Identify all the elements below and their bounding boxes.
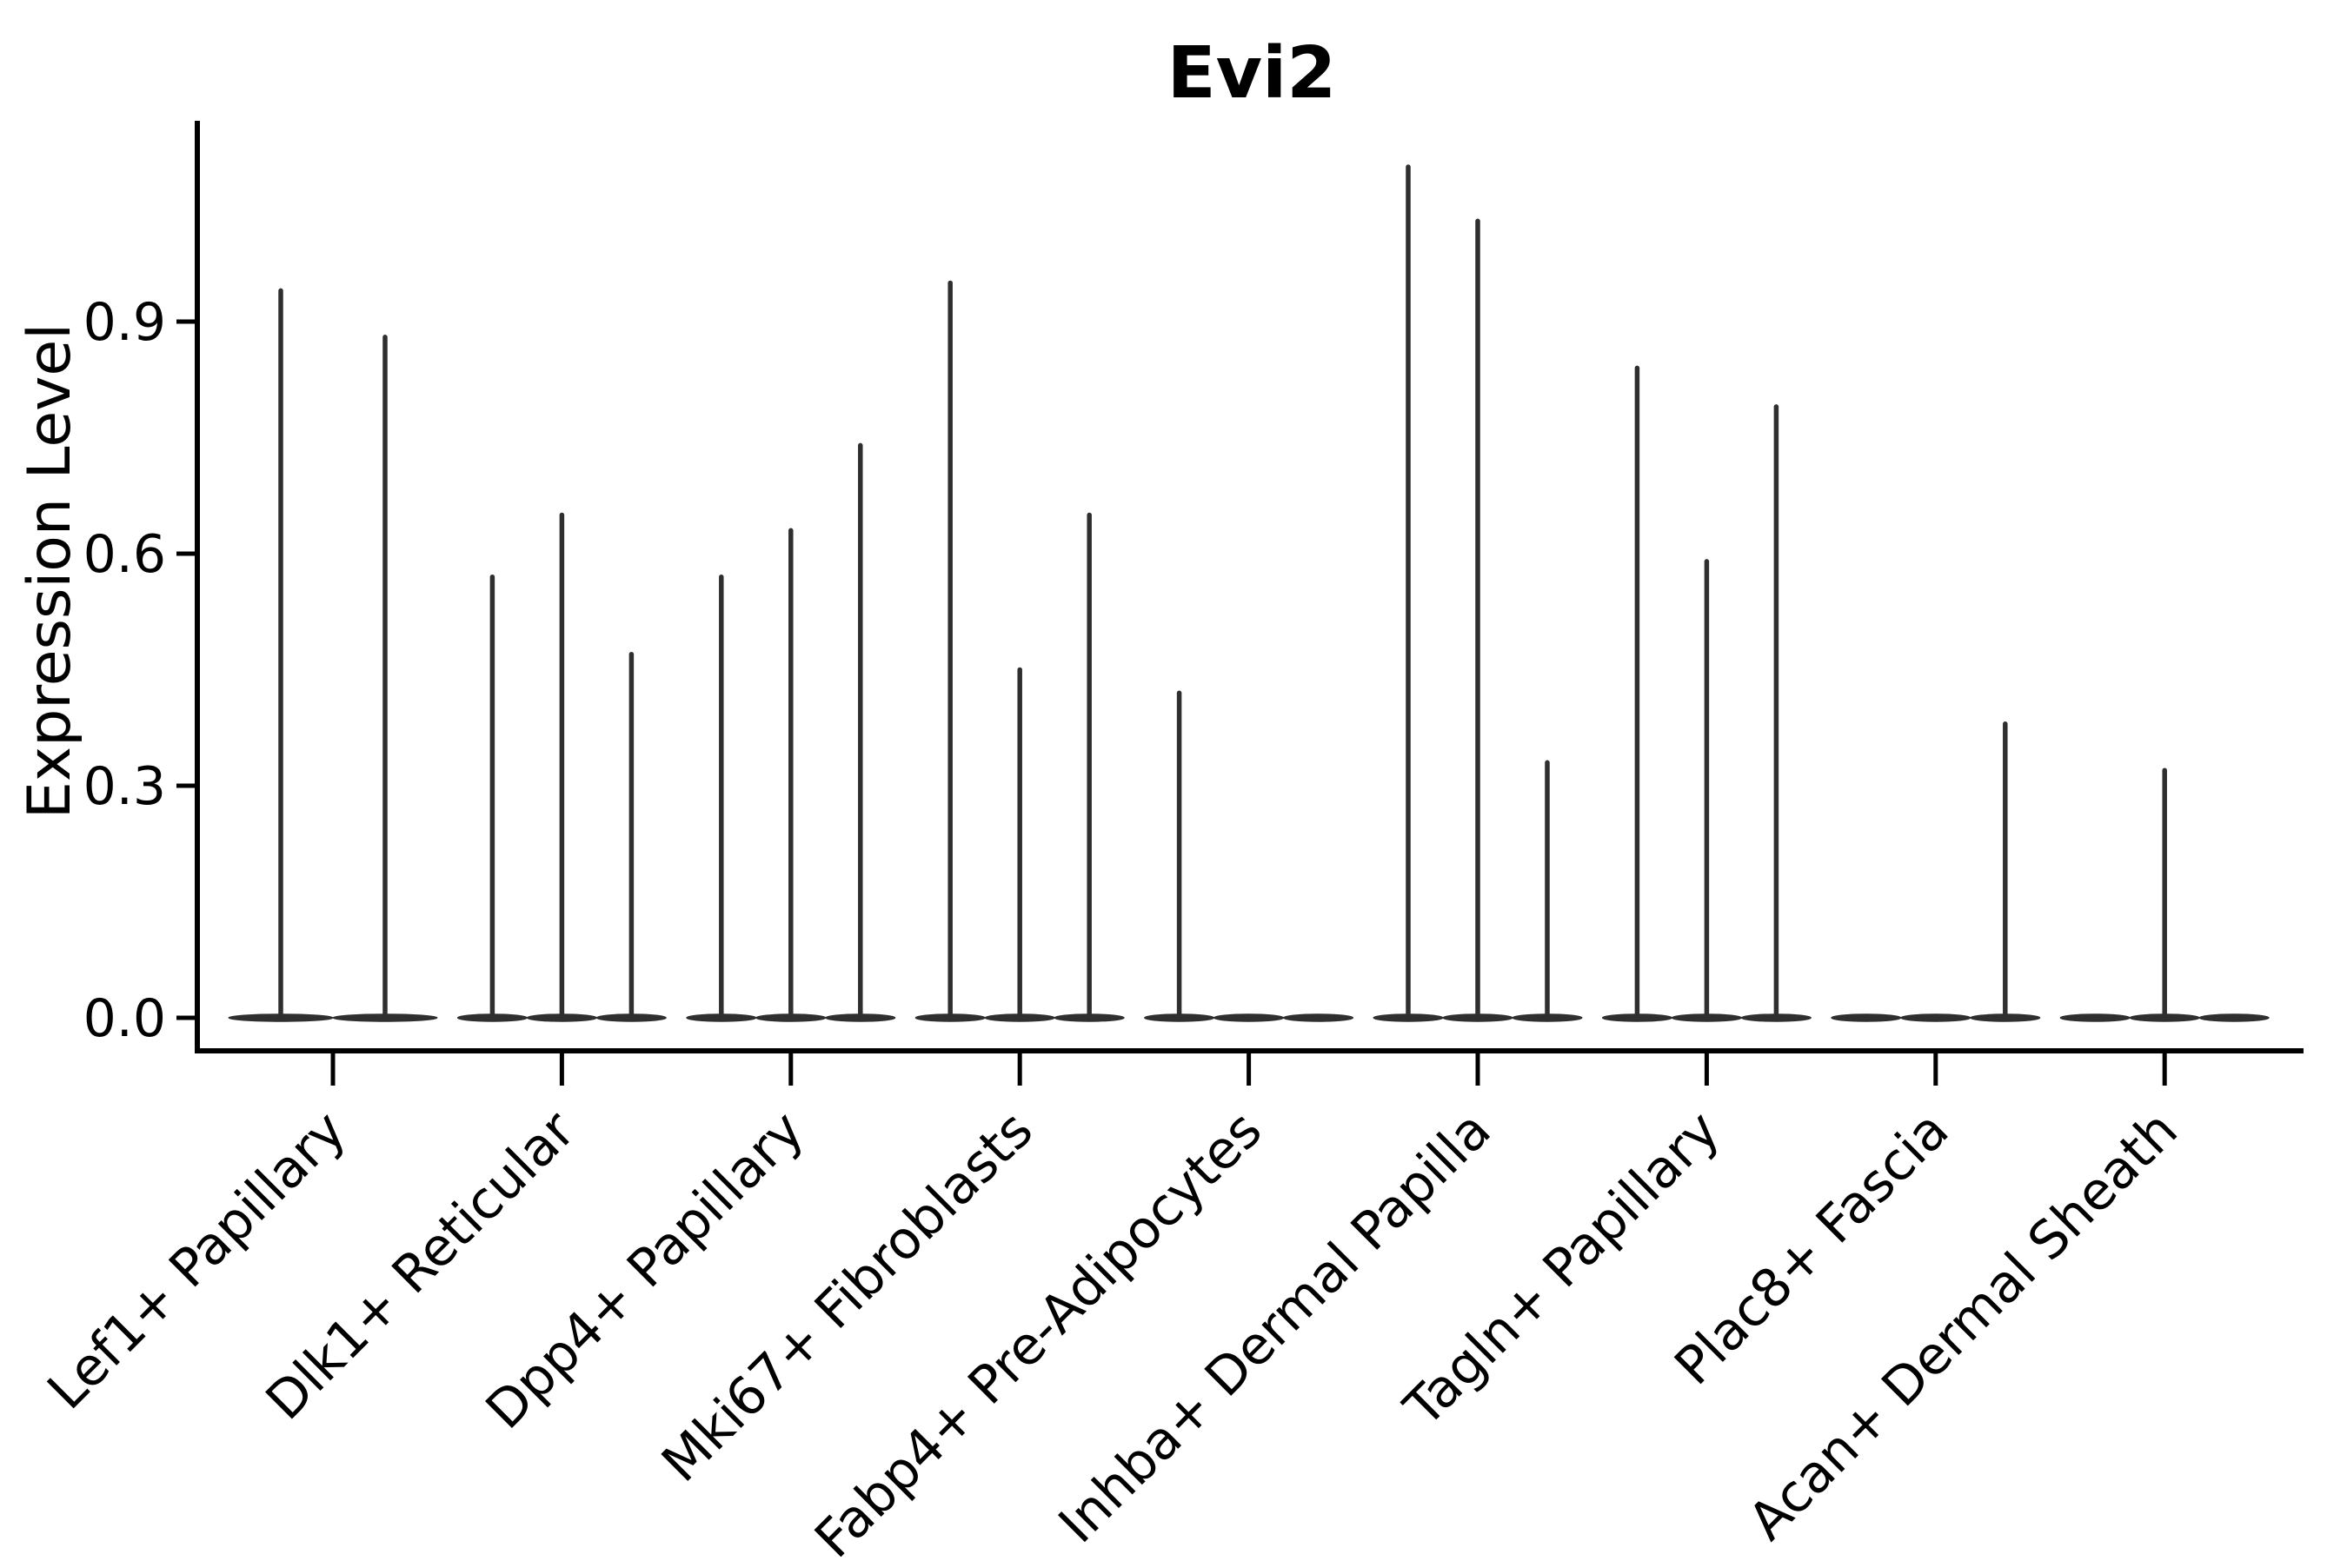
violin-series-layer	[228, 164, 2270, 1022]
violin-base	[1213, 1013, 1285, 1022]
y-tick-label: 0.6	[83, 524, 166, 585]
x-tick-label: Fabp4+ Pre-Adipocytes	[803, 1100, 1273, 1565]
y-tick-label: 0.0	[83, 988, 166, 1049]
violin-base	[1900, 1013, 1971, 1022]
x-tick-label: Inhba+ Dermal Papilla	[1047, 1100, 1503, 1555]
violin-base	[1283, 1013, 1354, 1022]
y-tick-label: 0.9	[83, 292, 166, 353]
x-tick-label: Acan+ Dermal Sheath	[1737, 1100, 2190, 1552]
violin-base	[2198, 1013, 2270, 1022]
y-tick-label: 0.3	[83, 756, 166, 817]
violin-base	[2059, 1013, 2131, 1022]
violin-base	[1831, 1013, 1902, 1022]
y-axis-label: Expression Level	[16, 323, 84, 819]
x-tick-label: Mki67+ Fibroblasts	[650, 1100, 1045, 1494]
chart-title: Evi2	[1167, 32, 1337, 115]
